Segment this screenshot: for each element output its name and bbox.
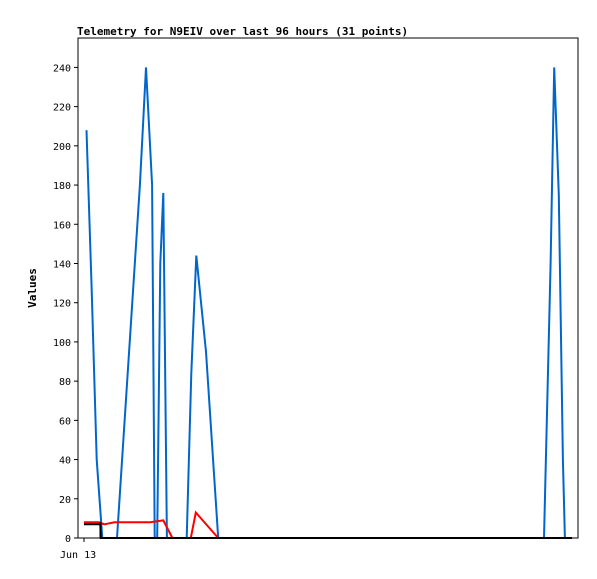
plot-area bbox=[77, 37, 579, 539]
chart-title: Telemetry for N9EIV over last 96 hours (… bbox=[77, 25, 408, 38]
y-tick-label: 100 bbox=[53, 338, 71, 349]
series-lines bbox=[84, 67, 572, 539]
y-tick-label: 20 bbox=[59, 495, 71, 506]
y-tick-label: 60 bbox=[59, 416, 71, 427]
y-tick-label: 240 bbox=[53, 63, 71, 74]
y-axis-label: Values bbox=[26, 268, 39, 308]
y-tick-label: 180 bbox=[53, 181, 71, 192]
y-tick-label: 200 bbox=[53, 142, 71, 153]
y-tick-label: 160 bbox=[53, 220, 71, 231]
series-line-1 bbox=[84, 510, 219, 539]
y-tick-label: 80 bbox=[59, 377, 71, 388]
y-tick-label: 120 bbox=[53, 299, 71, 310]
y-tick-label: 0 bbox=[65, 534, 71, 545]
y-tick-label: 140 bbox=[53, 259, 71, 270]
y-tick-label: 40 bbox=[59, 456, 71, 467]
x-axis-ticks: Jun 13 bbox=[60, 538, 96, 561]
y-tick-label: 220 bbox=[53, 103, 71, 114]
y-axis-ticks: 0 20 40 60 80 100 120 140 160 180 200 220 240 bbox=[53, 63, 78, 545]
x-tick-label: Jun 13 bbox=[60, 550, 96, 561]
